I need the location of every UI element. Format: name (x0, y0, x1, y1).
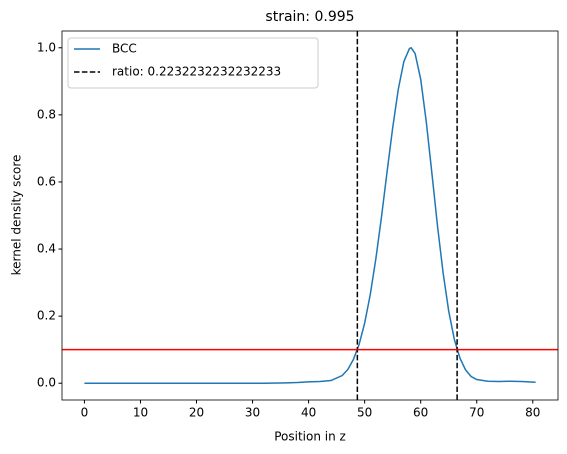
y-tick-label: 0.4 (37, 242, 56, 256)
x-tick-label: 60 (413, 406, 428, 420)
plot-frame (61, 30, 559, 401)
legend-label: BCC (112, 42, 137, 56)
x-tick-label: 50 (357, 406, 372, 420)
x-tick-label: 20 (189, 406, 204, 420)
x-axis-label: Position in z (274, 430, 346, 444)
legend-label: ratio: 0.2232232232232233 (112, 65, 281, 79)
y-tick-label: 0.8 (37, 107, 56, 121)
x-tick-label: 70 (469, 406, 484, 420)
y-tick-label: 0.2 (37, 309, 56, 323)
x-tick-label: 10 (133, 406, 148, 420)
x-tick-label: 0 (81, 406, 89, 420)
x-tick-label: 80 (525, 406, 540, 420)
y-tick-label: 0.0 (37, 376, 56, 390)
x-tick-label: 40 (301, 406, 316, 420)
data-line (84, 46, 536, 384)
chart-title: strain: 0.995 (265, 9, 354, 25)
y-tick-label: 0.6 (37, 174, 56, 188)
y-axis-label: kernel density score (10, 155, 24, 276)
y-tick-label: 1.0 (37, 40, 56, 54)
x-tick-label: 30 (245, 406, 260, 420)
legend-box (67, 37, 319, 89)
